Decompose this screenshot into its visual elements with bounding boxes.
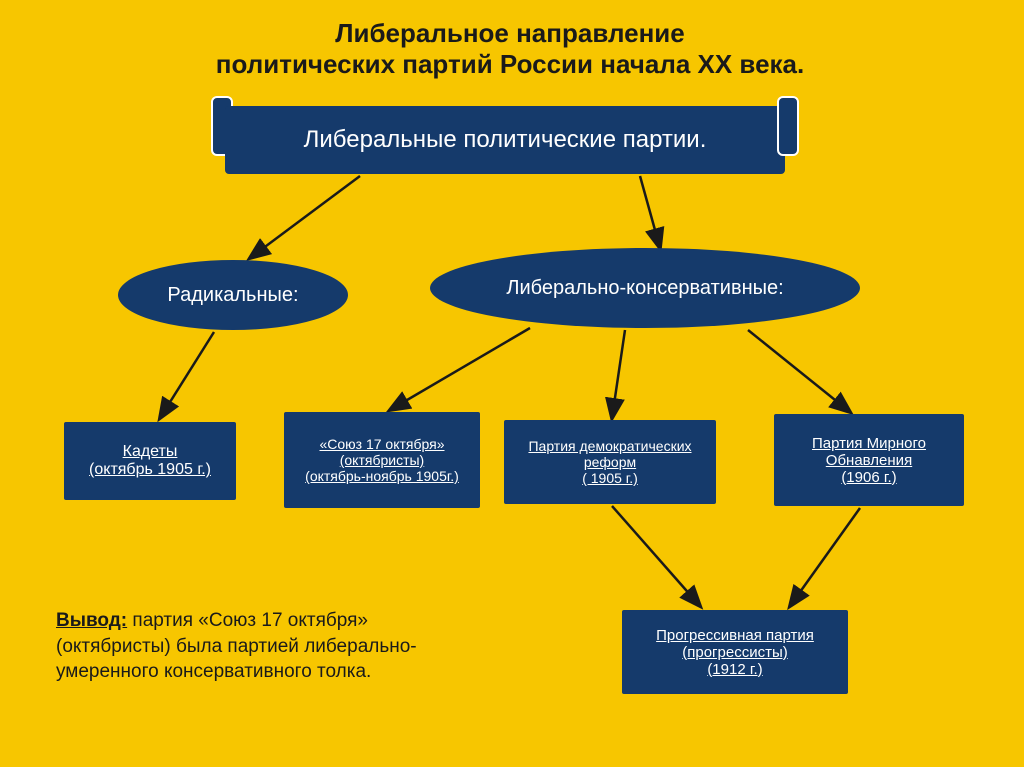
box-kadety: Кадеты(октябрь 1905 г.) — [64, 422, 236, 500]
arrow — [612, 330, 625, 418]
ellipse-radical: Радикальные: — [118, 260, 348, 330]
arrow — [612, 506, 700, 606]
arrow — [748, 330, 850, 412]
arrow — [390, 328, 530, 410]
conclusion-text: Вывод: партия «Союз 17 октября»(октябрис… — [56, 608, 486, 685]
arrow — [640, 176, 660, 248]
arrow — [790, 508, 860, 606]
box-demreform: Партия демократическихреформ( 1905 г.) — [504, 420, 716, 504]
ellipse-libcons: Либерально-консервативные: — [430, 248, 860, 328]
box-soyuz17: «Союз 17 октября»(октябристы)(октябрь-но… — [284, 412, 480, 508]
diagram-title: Либеральное направлениеполитических парт… — [180, 18, 840, 80]
box-mirnoe: Партия МирногоОбнавления(1906 г.) — [774, 414, 964, 506]
banner-root: Либеральные политические партии. — [225, 106, 785, 174]
arrow — [160, 332, 214, 418]
scroll-right — [777, 96, 799, 156]
box-progress: Прогрессивная партия(прогрессисты)(1912 … — [622, 610, 848, 694]
arrow — [250, 176, 360, 258]
banner-text: Либеральные политические партии. — [304, 126, 707, 154]
